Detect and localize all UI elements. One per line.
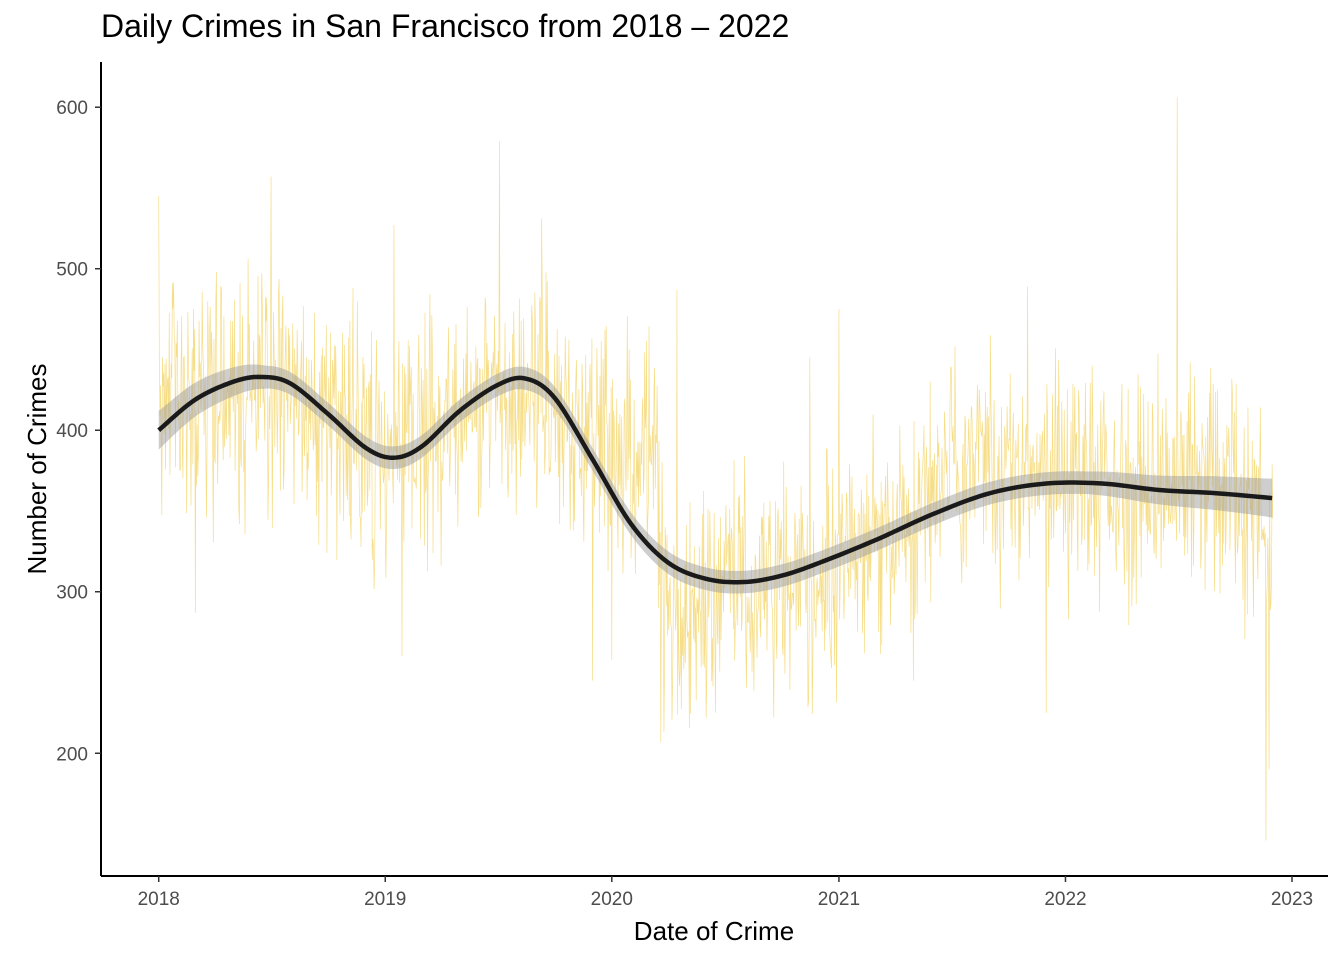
x-axis-title: Date of Crime xyxy=(634,916,794,946)
y-ticks-group: 200 300 400 500 600 xyxy=(56,98,101,765)
x-tick-label-2020: 2020 xyxy=(591,889,633,910)
y-axis-title: Number of Crimes xyxy=(22,364,52,575)
daily-series xyxy=(158,97,1274,841)
chart-title: Daily Crimes in San Francisco from 2018 … xyxy=(101,8,790,44)
x-tick-label-2022: 2022 xyxy=(1044,889,1086,910)
smooth-trend-line xyxy=(157,374,1273,585)
x-tick-label-2018: 2018 xyxy=(138,889,180,910)
y-tick-label-600: 600 xyxy=(56,98,88,119)
y-tick-label-400: 400 xyxy=(56,421,88,442)
daily-crimes-line xyxy=(158,97,1274,841)
axes-group xyxy=(100,62,1328,877)
smooth-trend-group xyxy=(157,374,1273,585)
x-ticks-group: 2018 2019 2020 2021 2022 2023 xyxy=(138,876,1313,910)
confidence-band-group xyxy=(158,364,1273,594)
y-tick-label-200: 200 xyxy=(56,744,88,765)
y-tick-label-500: 500 xyxy=(56,260,88,281)
confidence-band xyxy=(158,364,1273,594)
y-tick-label-300: 300 xyxy=(56,583,88,604)
x-tick-label-2023: 2023 xyxy=(1271,889,1313,910)
x-tick-label-2019: 2019 xyxy=(364,889,406,910)
x-tick-label-2021: 2021 xyxy=(818,889,860,910)
